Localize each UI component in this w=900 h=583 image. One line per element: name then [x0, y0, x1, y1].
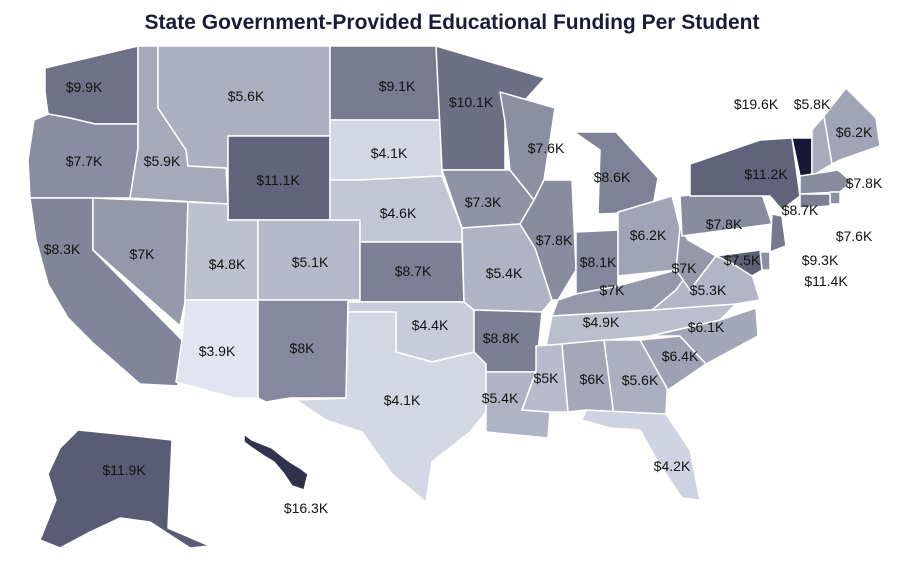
value-label-ks: $8.7K	[395, 263, 432, 279]
value-label-mi: $8.6K	[594, 169, 631, 185]
value-label-co: $5.1K	[292, 254, 329, 270]
value-label-wi: $7.6K	[528, 140, 565, 156]
value-label-nm: $8K	[290, 340, 316, 356]
value-label-md: $11.4K	[804, 273, 848, 289]
value-label-az: $3.9K	[199, 343, 236, 359]
value-label-pa: $7.8K	[706, 216, 743, 232]
value-label-ne: $4.6K	[380, 205, 417, 221]
value-label-wv: $7K	[672, 260, 698, 276]
value-label-ak: $11.9K	[102, 462, 146, 478]
value-label-nc: $6.1K	[688, 319, 725, 335]
value-label-hi: $16.3K	[284, 500, 329, 516]
value-label-ny: $11.2K	[744, 166, 788, 182]
value-label-nj: $9.3K	[802, 252, 839, 268]
value-label-fl: $4.2K	[654, 458, 691, 474]
value-label-oh: $6.2K	[630, 227, 667, 243]
value-label-sc: $6.4K	[662, 348, 699, 364]
state-hi	[243, 433, 309, 491]
map-title: State Government-Provided Educational Fu…	[145, 11, 760, 34]
value-label-nd: $9.1K	[379, 78, 416, 94]
state-tx	[295, 311, 487, 503]
state-ny	[689, 137, 801, 211]
state-nv	[92, 197, 189, 327]
value-label-id: $5.9K	[144, 153, 181, 169]
value-label-sd: $4.1K	[371, 145, 408, 161]
value-label-in: $8.1K	[580, 254, 617, 270]
state-nc	[649, 307, 759, 365]
state-ak	[39, 429, 211, 549]
value-label-ct: $8.7K	[782, 202, 819, 218]
value-label-va: $5.3K	[690, 282, 727, 298]
value-label-ms: $5K	[534, 370, 560, 386]
value-label-ok: $4.4K	[412, 317, 449, 333]
value-label-wa: $9.9K	[66, 79, 103, 95]
value-label-nv: $7K	[130, 246, 156, 262]
value-label-wy: $11.1K	[256, 172, 300, 188]
value-label-il: $7.8K	[536, 232, 573, 248]
state-md	[715, 249, 763, 277]
value-label-tn: $4.9K	[583, 314, 620, 330]
state-ri	[829, 191, 841, 205]
value-label-mt: $5.6K	[228, 88, 265, 104]
value-label-ar: $8.8K	[483, 330, 520, 346]
value-label-nh: $5.8K	[794, 96, 831, 112]
state-nj	[769, 213, 787, 253]
state-wv	[675, 227, 717, 291]
value-label-ut: $4.8K	[209, 256, 246, 272]
state-mn	[435, 45, 546, 171]
value-label-vt: $19.6K	[734, 96, 779, 112]
value-label-tx: $4.1K	[384, 392, 421, 408]
value-label-mo: $5.4K	[486, 265, 523, 281]
state-fl	[581, 409, 701, 501]
state-nm	[257, 299, 349, 403]
value-label-ma: $7.8K	[846, 175, 883, 191]
value-label-la: $5.4K	[482, 390, 519, 406]
value-label-or: $7.7K	[66, 153, 103, 169]
value-label-ia: $7.3K	[465, 194, 502, 210]
value-label-me: $6.2K	[836, 124, 873, 140]
value-label-mn: $10.1K	[449, 94, 494, 110]
value-label-al: $6K	[580, 371, 606, 387]
state-ct	[799, 193, 831, 209]
state-me	[823, 87, 881, 165]
value-label-ca: $8.3K	[44, 241, 81, 257]
value-label-ga: $5.6K	[622, 372, 659, 388]
value-label-de: $7.5K	[724, 252, 761, 268]
value-label-ri: $7.6K	[836, 228, 873, 244]
states-layer	[27, 45, 881, 549]
state-ma	[799, 169, 853, 195]
value-label-ky: $7K	[600, 282, 626, 298]
state-labels: $9.9K $7.7K $8.3K $5.9K $7K $5.6K $11.1K $4.8K $…	[44, 78, 883, 516]
